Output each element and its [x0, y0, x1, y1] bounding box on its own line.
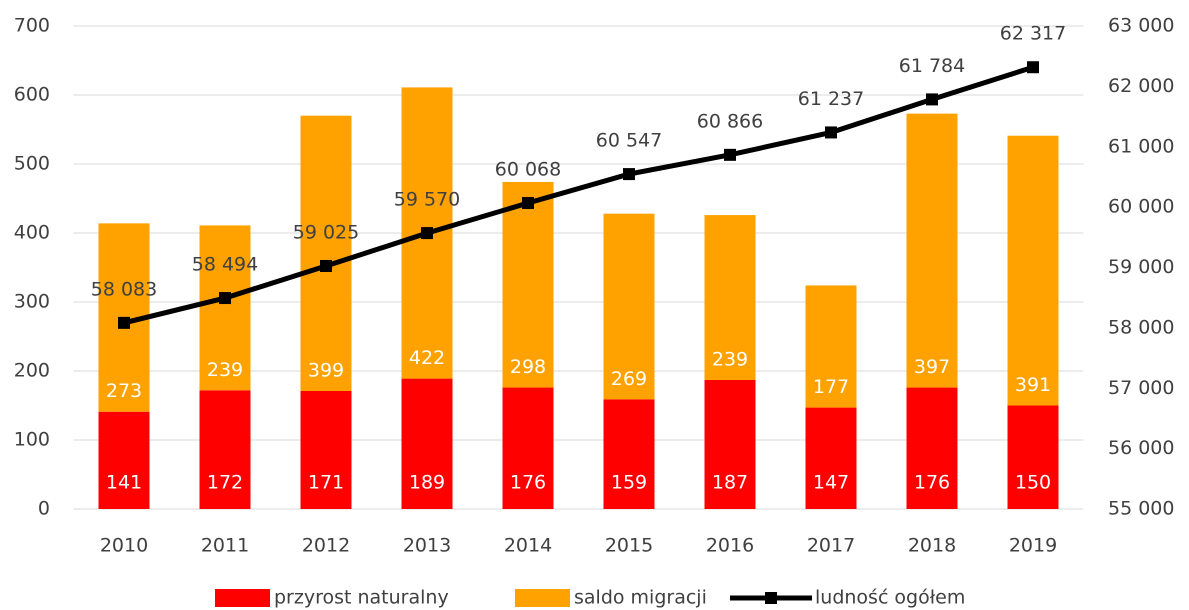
- data-label: 141: [106, 472, 142, 494]
- line-data-label: 61 784: [899, 55, 965, 77]
- y-tick-label: 0: [38, 498, 50, 520]
- x-tick-label: 2013: [403, 535, 451, 557]
- data-label: 391: [1015, 374, 1051, 396]
- y2-tick-label: 63 000: [1108, 15, 1174, 37]
- bar-segment: [906, 113, 958, 388]
- x-tick-label: 2014: [504, 535, 552, 557]
- line-marker: [522, 197, 534, 210]
- line-marker: [724, 148, 736, 161]
- bar-segment: [704, 379, 756, 509]
- bar-segment: [805, 407, 857, 509]
- bar-segment: [401, 378, 453, 509]
- bar-segment: [1007, 405, 1059, 509]
- data-label: 399: [308, 360, 344, 382]
- data-label: 171: [308, 472, 344, 494]
- bar-segment: [98, 411, 150, 509]
- x-tick-label: 2018: [908, 535, 956, 557]
- bar-segment: [502, 181, 554, 388]
- data-label: 147: [813, 472, 849, 494]
- legend-swatch: [215, 589, 270, 607]
- bar-segment: [1007, 135, 1059, 406]
- data-label: 187: [712, 472, 748, 494]
- data-label: 239: [207, 359, 243, 381]
- x-tick-label: 2016: [706, 535, 754, 557]
- y-tick-label: 500: [14, 153, 50, 175]
- line-marker: [421, 227, 433, 240]
- legend-label: saldo migracji: [574, 587, 707, 609]
- line-data-label: 60 068: [495, 159, 561, 181]
- line-data-label: 62 317: [1000, 23, 1066, 45]
- line-data-label: 61 237: [798, 88, 864, 110]
- line-marker: [926, 93, 938, 106]
- legend-marker: [765, 592, 777, 604]
- bar-segment: [704, 215, 756, 380]
- bar-segment: [199, 225, 251, 391]
- bar-segment: [603, 213, 655, 400]
- y-tick-label: 400: [14, 222, 50, 244]
- x-tick-label: 2012: [302, 535, 350, 557]
- legend-label: ludność ogółem: [815, 587, 965, 609]
- data-label: 159: [611, 472, 647, 494]
- line-data-label: 58 494: [192, 254, 258, 276]
- line-data-label: 59 570: [394, 189, 460, 211]
- y-tick-label: 200: [14, 360, 50, 382]
- legend-swatch: [515, 589, 570, 607]
- line-marker: [219, 292, 231, 305]
- data-label: 273: [106, 380, 142, 402]
- line-marker: [118, 316, 130, 329]
- y2-tick-label: 61 000: [1108, 135, 1174, 157]
- bar-segment: [805, 285, 857, 408]
- data-label: 150: [1015, 472, 1051, 494]
- x-tick-label: 2019: [1009, 535, 1057, 557]
- bar-segment: [906, 387, 958, 509]
- x-tick-label: 2017: [807, 535, 855, 557]
- bar-segment: [603, 399, 655, 509]
- data-label: 189: [409, 472, 445, 494]
- bar-segment: [502, 387, 554, 509]
- y2-tick-label: 56 000: [1108, 437, 1174, 459]
- x-tick-label: 2011: [201, 535, 249, 557]
- data-label: 422: [409, 347, 445, 369]
- y2-tick-label: 60 000: [1108, 196, 1174, 218]
- y2-tick-label: 58 000: [1108, 316, 1174, 338]
- y2-tick-label: 59 000: [1108, 256, 1174, 278]
- line-data-label: 60 547: [596, 130, 662, 152]
- y-tick-label: 600: [14, 84, 50, 106]
- x-tick-label: 2015: [605, 535, 653, 557]
- data-label: 239: [712, 348, 748, 370]
- data-label: 177: [813, 376, 849, 398]
- y-tick-label: 100: [14, 429, 50, 451]
- line-data-label: 59 025: [293, 221, 359, 243]
- data-label: 176: [510, 472, 546, 494]
- y-tick-label: 300: [14, 291, 50, 313]
- y2-tick-label: 57 000: [1108, 377, 1174, 399]
- line-marker: [623, 168, 635, 181]
- data-label: 176: [914, 472, 950, 494]
- x-tick-label: 2010: [100, 535, 148, 557]
- line-data-label: 60 866: [697, 110, 763, 132]
- y2-tick-label: 55 000: [1108, 498, 1174, 520]
- bar-segment: [300, 115, 352, 392]
- line-data-label: 58 083: [91, 278, 157, 300]
- data-label: 172: [207, 472, 243, 494]
- bar-segment: [199, 390, 251, 509]
- legend-label: przyrost naturalny: [274, 587, 449, 609]
- line-marker: [320, 259, 332, 272]
- line-series: [123, 64, 1034, 326]
- line-marker: [825, 126, 837, 139]
- data-label: 269: [611, 368, 647, 390]
- data-label: 397: [914, 356, 950, 378]
- line-marker: [1027, 61, 1039, 74]
- y2-tick-label: 62 000: [1108, 75, 1174, 97]
- data-label: 298: [510, 356, 546, 378]
- bar-segment: [300, 391, 352, 509]
- y-tick-label: 700: [14, 15, 50, 37]
